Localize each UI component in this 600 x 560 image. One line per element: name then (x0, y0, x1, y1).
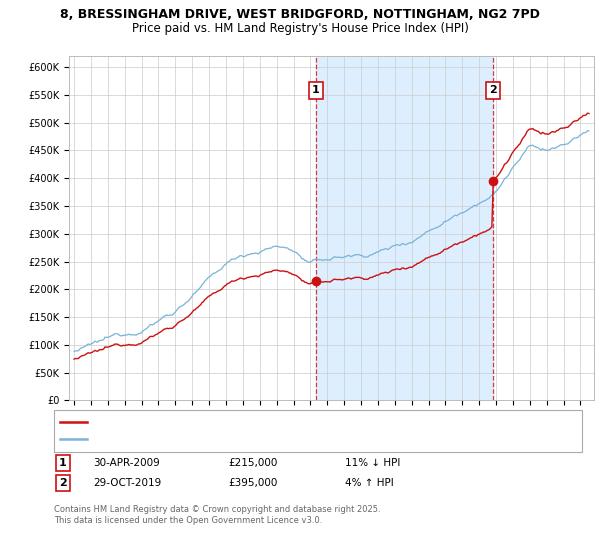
Text: HPI: Average price, detached house, Rushcliffe: HPI: Average price, detached house, Rush… (93, 434, 337, 444)
Text: 8, BRESSINGHAM DRIVE, WEST BRIDGFORD, NOTTINGHAM, NG2 7PD (detached house): 8, BRESSINGHAM DRIVE, WEST BRIDGFORD, NO… (93, 417, 546, 427)
Bar (316, 56, 493, 400)
Text: 30-APR-2009: 30-APR-2009 (93, 458, 160, 468)
Text: £215,000: £215,000 (228, 458, 277, 468)
Text: 1: 1 (312, 86, 320, 95)
Text: Price paid vs. HM Land Registry's House Price Index (HPI): Price paid vs. HM Land Registry's House … (131, 22, 469, 35)
Text: 11% ↓ HPI: 11% ↓ HPI (345, 458, 400, 468)
Text: 2: 2 (59, 478, 67, 488)
Text: 8, BRESSINGHAM DRIVE, WEST BRIDGFORD, NOTTINGHAM, NG2 7PD: 8, BRESSINGHAM DRIVE, WEST BRIDGFORD, NO… (60, 8, 540, 21)
Text: Contains HM Land Registry data © Crown copyright and database right 2025.
This d: Contains HM Land Registry data © Crown c… (54, 505, 380, 525)
Text: 2: 2 (490, 86, 497, 95)
Text: 29-OCT-2019: 29-OCT-2019 (93, 478, 161, 488)
Text: 1: 1 (59, 458, 67, 468)
Text: 4% ↑ HPI: 4% ↑ HPI (345, 478, 394, 488)
Text: £395,000: £395,000 (228, 478, 277, 488)
